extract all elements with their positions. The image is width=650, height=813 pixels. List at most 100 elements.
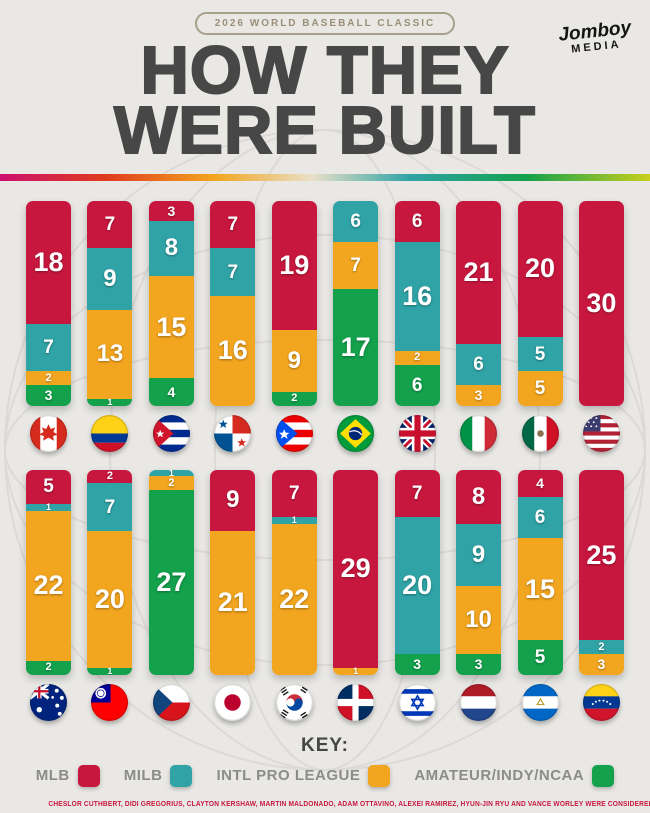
stacked-bar-nl: 8 9 10 3: [456, 469, 502, 675]
stacked-bar-au: 5 1 22 2: [26, 469, 71, 675]
segment-count: 5: [534, 343, 546, 365]
stacked-bar-kr: 7 1 22: [271, 469, 317, 675]
segment-count: 9: [287, 347, 301, 375]
bar-segment-intl-pro-league: 22: [26, 510, 71, 661]
segment-count: 20: [524, 253, 556, 284]
flag-canada-icon: [30, 414, 67, 452]
segment-count: 7: [411, 483, 423, 504]
team-column-pa: 7 7 16: [210, 200, 256, 452]
title-line-1: HOW THEY: [139, 33, 510, 108]
stacked-bar-do: 29 1: [333, 469, 379, 675]
team-column-co: 7 9 13 1: [87, 200, 133, 452]
bar-segment-amateur-indy-ncaa: 2: [26, 660, 71, 675]
segment-count: 2: [291, 392, 298, 405]
bar-segment-milb: 1: [148, 469, 194, 477]
bar-segment-intl-pro-league: 3: [578, 654, 624, 675]
bar-segment-milb: 6: [456, 344, 502, 386]
segment-count: 9: [103, 265, 117, 293]
stacked-bar-co: 7 9 13 1: [87, 200, 133, 406]
key-title: KEY:: [301, 734, 349, 756]
segment-count: 7: [227, 214, 239, 235]
key-item-label: INTL PRO LEAGUE: [216, 767, 361, 785]
team-column-br: 6 7 17: [333, 200, 379, 452]
segment-count: 17: [340, 332, 371, 362]
bar-segment-mlb: 9: [210, 469, 256, 532]
segment-count: 6: [534, 506, 546, 528]
bar-segment-mlb: 18: [26, 200, 71, 324]
bar-segment-amateur-indy-ncaa: 6: [394, 364, 440, 406]
bar-segment-mlb: 7: [271, 469, 317, 518]
key-item-intl-pro-league: INTL PRO LEAGUE: [216, 764, 391, 787]
bar-segment-mlb: 3: [148, 200, 194, 222]
flag-colombia-icon: [91, 414, 129, 452]
segment-count: 3: [44, 387, 53, 404]
flag-israel-icon: [398, 683, 436, 721]
bar-segment-intl-pro-league: 15: [517, 537, 563, 641]
bar-segment-intl-pro-league: 2: [148, 476, 194, 491]
flag-great-britain-icon: [398, 414, 436, 452]
bar-segment-intl-pro-league: 1: [333, 666, 379, 675]
key-section: KEY: MLB MILB INTL PRO LEAGUE AMATEUR/INDY/…: [0, 735, 650, 787]
segment-count: 22: [33, 570, 64, 601]
stacked-bar-jp: 9 21: [210, 469, 256, 675]
bar-segment-amateur-indy-ncaa: 27: [148, 490, 194, 675]
segment-count: 4: [167, 383, 176, 400]
bar-segment-intl-pro-league: 5: [517, 371, 563, 406]
key-color-swatch: [170, 764, 193, 787]
flag-czechia-icon: [152, 683, 190, 721]
segment-count: 2: [106, 469, 113, 482]
team-column-cu: 3 8 15 4: [148, 200, 194, 452]
segment-count: 5: [43, 476, 54, 498]
flag-chinese-taipei-icon: [91, 683, 129, 721]
bar-segment-intl-pro-league: 2: [394, 350, 440, 365]
page-title: HOW THEY WERE BUILT: [0, 36, 650, 165]
flag-south-korea-icon: [275, 683, 313, 721]
bar-segment-intl-pro-league: 10: [456, 585, 502, 655]
stacked-bar-it: 21 6 3: [456, 200, 502, 406]
segment-count: 7: [104, 214, 116, 235]
segment-count: 2: [598, 640, 605, 653]
segment-count: 7: [350, 255, 361, 276]
flag-australia-icon: [30, 683, 67, 721]
segment-count: 10: [465, 605, 492, 633]
segment-count: 27: [156, 566, 187, 597]
bar-segment-intl-pro-league: 16: [210, 296, 256, 406]
segment-count: 3: [167, 202, 176, 219]
segment-count: 6: [473, 354, 484, 376]
segment-count: 2: [45, 661, 52, 674]
bar-segment-intl-pro-league: 21: [210, 531, 256, 675]
segment-count: 21: [463, 256, 494, 287]
bar-segment-milb: 9: [87, 248, 133, 310]
flag-brazil-icon: [337, 414, 375, 452]
key-legend: MLB MILB INTL PRO LEAGUE AMATEUR/INDY/NCAA: [0, 764, 650, 787]
segment-count: 22: [279, 583, 310, 614]
footnote: CHESLOR CUTHBERT, DIDI GREGORIUS, CLAYTO…: [48, 798, 650, 808]
segment-count: 3: [597, 656, 606, 673]
segment-count: 9: [471, 541, 486, 568]
key-item-mlb: MLB: [36, 764, 100, 787]
team-column-nl: 8 9 10 3: [456, 469, 502, 721]
stacked-bar-us: 30: [578, 200, 624, 406]
bar-segment-mlb: 21: [456, 200, 502, 345]
flag-venezuela-icon: [582, 683, 620, 721]
bar-segment-mlb: 7: [87, 200, 133, 249]
bar-segment-milb: 1: [271, 516, 317, 525]
bar-segment-amateur-indy-ncaa: 1: [87, 666, 133, 675]
bar-segment-mlb: 6: [394, 200, 440, 242]
team-column-ve: 25 2 3: [578, 469, 624, 721]
segment-count: 8: [164, 234, 179, 262]
event-badge: 2026 WORLD BASEBALL CLASSIC: [194, 12, 456, 35]
team-column-it: 21 6 3: [456, 200, 502, 452]
segment-count: 20: [94, 583, 125, 614]
key-color-swatch: [77, 764, 100, 787]
segment-count: 6: [411, 210, 423, 232]
segment-count: 1: [107, 396, 113, 406]
stacked-bar-gb: 6 16 2 6: [394, 200, 440, 406]
bar-segment-mlb: 25: [578, 469, 624, 641]
stacked-bar-il: 7 20 3: [394, 469, 440, 675]
team-column-mx: 20 5 5: [517, 200, 563, 452]
team-column-do: 29 1: [333, 469, 379, 721]
team-column-tw: 2 7 20 1: [87, 469, 133, 721]
flag-usa-icon: [582, 414, 620, 452]
